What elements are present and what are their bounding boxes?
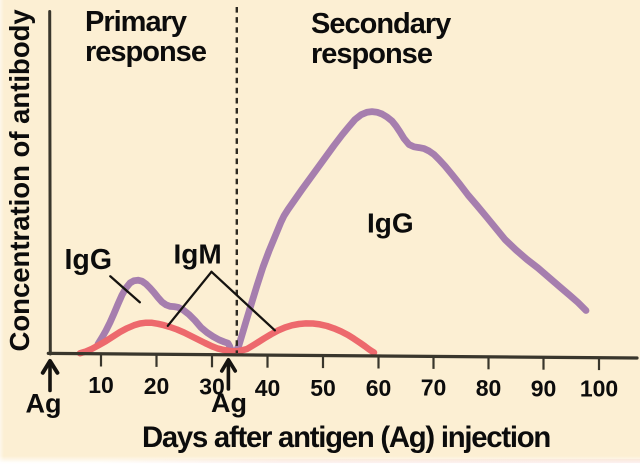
svg-text:Ag: Ag [26,389,62,419]
svg-text:IgG: IgG [367,208,414,239]
svg-text:30: 30 [199,374,225,400]
svg-text:80: 80 [476,375,502,401]
svg-text:70: 70 [421,375,447,401]
svg-text:response: response [311,38,433,70]
svg-text:90: 90 [531,376,557,402]
svg-text:Ag: Ag [211,388,247,418]
svg-text:Concentration of antibody: Concentration of antibody [4,9,35,352]
svg-text:response: response [85,36,207,68]
svg-text:40: 40 [255,375,281,401]
svg-text:Days after antigen (Ag) inject: Days after antigen (Ag) injection [142,421,550,454]
svg-text:20: 20 [144,373,170,399]
svg-text:Primary: Primary [85,6,187,38]
svg-text:10: 10 [88,372,114,398]
svg-text:IgG: IgG [65,244,113,276]
svg-text:Secondary: Secondary [311,8,451,40]
svg-text:60: 60 [366,375,392,401]
svg-text:IgM: IgM [174,239,222,270]
svg-text:100: 100 [580,376,618,402]
svg-text:50: 50 [310,375,336,401]
